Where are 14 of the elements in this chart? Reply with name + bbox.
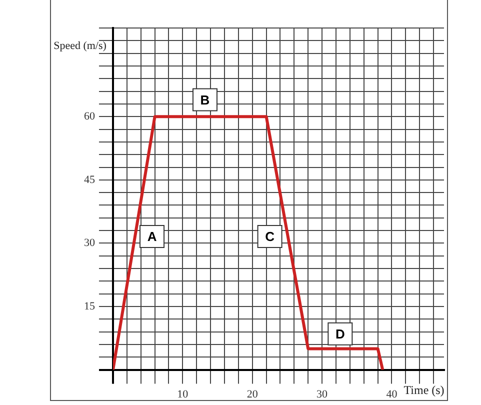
y-axis-title: Speed (m/s) bbox=[54, 40, 107, 52]
annotation: C bbox=[265, 229, 276, 244]
x-axis-title: Time (s) bbox=[404, 382, 444, 397]
x-tick-label: 10 bbox=[177, 388, 189, 400]
annotation: B bbox=[200, 92, 210, 108]
x-tick-label: 40 bbox=[386, 388, 398, 400]
y-tick-label: 30 bbox=[84, 237, 96, 250]
annotation: D bbox=[335, 326, 345, 342]
annotation: A bbox=[147, 229, 158, 244]
y-tick-label: 60 bbox=[84, 110, 96, 123]
y-tick-label: 45 bbox=[84, 174, 96, 186]
x-tick-label: 30 bbox=[316, 388, 328, 400]
y-tick-label: 15 bbox=[84, 300, 96, 312]
x-tick-label: 20 bbox=[246, 388, 258, 400]
